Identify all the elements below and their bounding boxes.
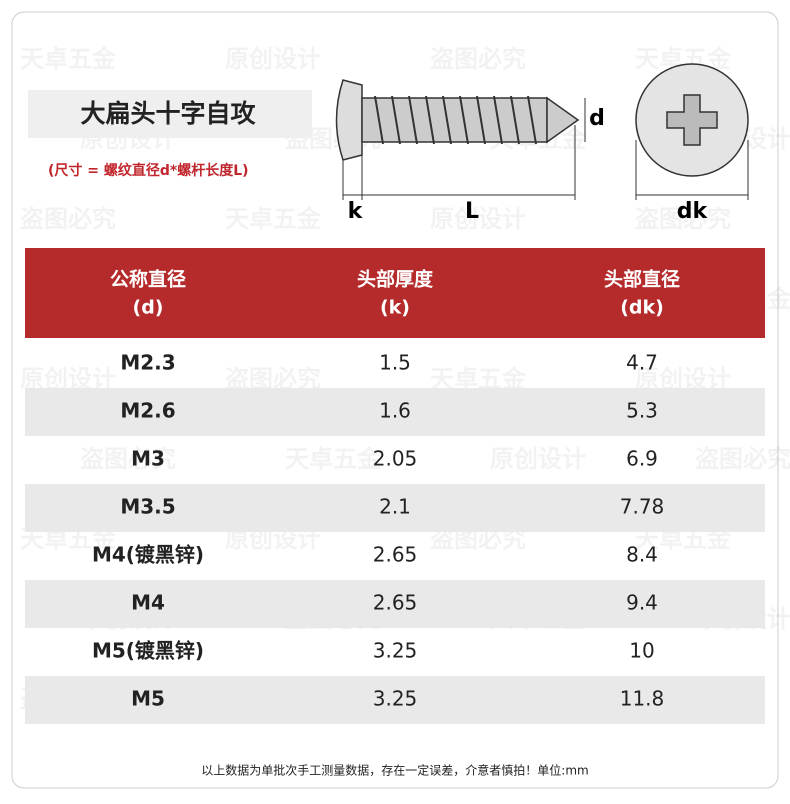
watermark: 天卓五金 <box>225 205 322 233</box>
cell: 1.6 <box>379 399 411 423</box>
row-bg <box>25 580 765 628</box>
cell: 11.8 <box>620 687 665 711</box>
cell: 3.25 <box>373 639 418 663</box>
watermark: 原创设计 <box>225 45 321 73</box>
watermark: 天卓五金 <box>285 445 382 473</box>
label-k: k <box>348 199 364 224</box>
column-header: (d) <box>133 297 164 319</box>
watermark: 盗图必究 <box>635 205 731 233</box>
cell: 1.5 <box>379 351 411 375</box>
screw-drawing <box>335 63 749 200</box>
table-header <box>25 248 765 338</box>
column-header: 头部直径 <box>604 268 680 291</box>
column-header: (dk) <box>620 297 664 319</box>
table: 公称直径 (d) 头部厚度 (k) 头部直径 (dk) M2.3 1.5 4.7 M2.6 1.6 5… <box>25 268 765 724</box>
cell: 2.65 <box>373 543 418 567</box>
watermark: 盗图必究 <box>430 45 526 73</box>
cell: M4 <box>131 591 165 615</box>
cell: M5 <box>131 687 165 711</box>
cell: 6.9 <box>626 447 658 471</box>
cell: 8.4 <box>626 543 658 567</box>
cell: M5(镀黑锌) <box>92 639 204 663</box>
cell: 3.25 <box>373 687 418 711</box>
title-box <box>28 90 312 138</box>
title: 大扁头十字自攻 <box>80 99 256 128</box>
cell: M3 <box>131 447 165 471</box>
footer: 以上数据为单批次手工测量数据，存在一定误差，介意者慎拍！单位:mm <box>201 763 588 778</box>
cell: M4(镀黑锌) <box>92 543 204 567</box>
column-header: (k) <box>380 297 410 319</box>
cell: 5.3 <box>626 399 658 423</box>
label-d: d <box>589 106 605 131</box>
cell: 2.05 <box>373 447 418 471</box>
watermark: 盗图必究 <box>20 205 116 233</box>
row-bg <box>25 676 765 724</box>
column-header: 公称直径 <box>110 268 186 291</box>
row-bg <box>25 388 765 436</box>
subtitle: (尺寸 = 螺纹直径d*螺杆长度L) <box>48 162 249 179</box>
cell: 7.78 <box>620 495 665 519</box>
label-L: L <box>465 199 479 224</box>
watermark: 盗图必究 <box>695 445 790 473</box>
cell: M3.5 <box>120 495 175 519</box>
cell: M2.3 <box>120 351 175 375</box>
cell: 10 <box>629 639 654 663</box>
row-bg <box>25 484 765 532</box>
watermark: 原创设计 <box>490 445 586 473</box>
watermark: 原创设计 <box>430 205 526 233</box>
cell: 2.65 <box>373 591 418 615</box>
watermark: 天卓五金 <box>20 45 117 73</box>
cell: 9.4 <box>626 591 658 615</box>
column-header: 头部厚度 <box>357 268 434 291</box>
watermark: 盗图必究 <box>80 445 176 473</box>
label-dk: dk <box>677 199 709 224</box>
cell: 2.1 <box>379 495 411 519</box>
cell: 4.7 <box>626 351 658 375</box>
cell: M2.6 <box>120 399 175 423</box>
